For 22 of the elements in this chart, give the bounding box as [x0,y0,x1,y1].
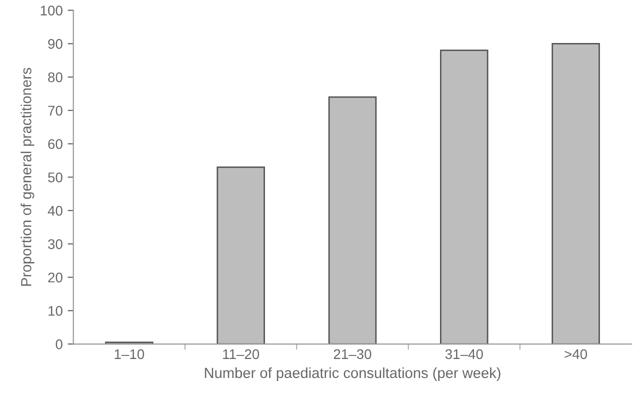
x-tick-label: 31–40 [445,349,483,360]
y-tick-label: 80 [48,72,62,82]
y-tick-label: 40 [48,206,62,216]
x-tick-label: 11–20 [223,349,260,360]
y-tick-label: 10 [48,306,62,316]
bar [216,166,265,344]
x-tick-label: 1–10 [114,349,144,360]
y-tick-label: 100 [40,6,62,16]
bar [440,50,488,344]
bar [328,96,377,344]
bar [552,42,600,344]
y-tick-label: 30 [48,239,62,250]
y-axis-title: Proportion of general practitioners [20,68,34,286]
x-tick-label: >40 [564,349,588,360]
y-tick-label: 50 [48,172,62,182]
y-tick-label: 0 [56,339,62,350]
y-tick-label: 90 [48,39,62,49]
y-tick-label: 70 [48,106,62,116]
y-tick-label: 20 [48,272,62,282]
y-tick-label: 60 [48,139,62,149]
x-tick-label: 21–30 [334,349,372,360]
x-axis-title: Number of paediatric consultations (per week) [204,367,500,381]
